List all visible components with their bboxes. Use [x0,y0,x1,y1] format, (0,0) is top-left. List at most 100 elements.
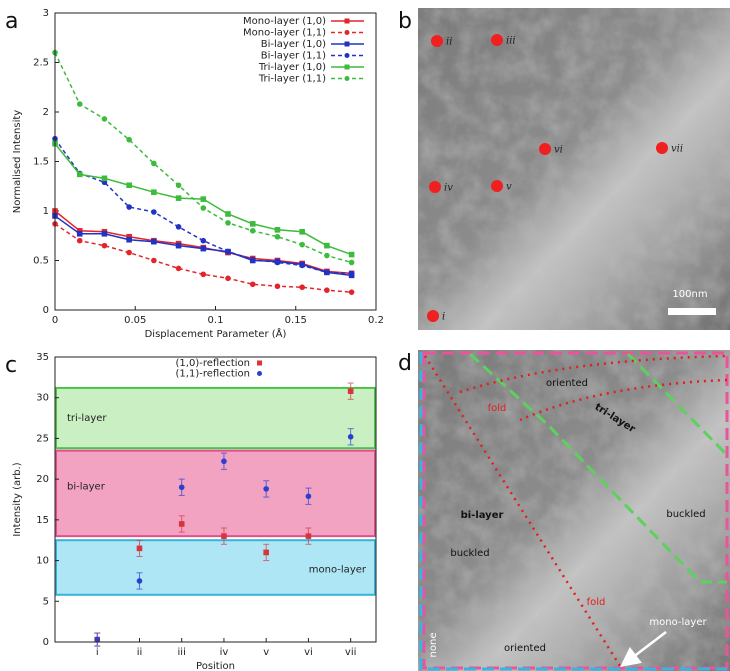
legend-label: Tri-layer (1,1) [258,74,326,85]
marker [201,246,207,252]
band-label: mono-layer [309,564,367,575]
y-tick-label: 10 [36,556,49,567]
marker [102,231,108,237]
x-tick-label: iii [178,647,186,658]
y-axis-title: Normalised Intensity [12,110,23,213]
position-dot [431,35,443,47]
position-label: vii [671,144,683,155]
panel-b [418,8,730,330]
region-label: bi-layer [461,510,504,521]
marker [263,550,269,556]
x-tick-label: 0.1 [208,315,224,326]
marker [349,271,355,277]
position-label: ii [446,37,452,48]
legend-label: Mono-layer (1,1) [243,28,326,39]
legend-label: Bi-layer (1,1) [261,51,326,62]
x-tick-label: 0.2 [368,315,384,326]
region-label: oriented [504,643,546,654]
y-tick-label: 2 [43,107,49,118]
legend-swatch [345,65,350,70]
marker [151,258,157,264]
position-label: vi [554,145,563,156]
y-tick-label: 0 [43,305,49,316]
x-tick-label: iv [220,647,229,658]
marker [201,272,207,278]
marker [348,434,354,440]
marker [324,270,330,276]
marker [299,229,305,235]
marker [299,263,305,269]
position-label: iii [506,36,516,47]
position-dot [491,34,503,46]
marker [77,172,83,178]
legend-swatch [345,42,350,47]
marker [176,182,182,188]
marker [137,546,143,552]
legend-swatch [257,361,262,366]
y-tick-label: 1.5 [33,157,49,168]
x-tick-label: i [96,647,99,658]
marker [324,243,330,249]
y-tick-label: 20 [36,474,49,485]
marker [201,196,207,202]
marker [151,209,157,215]
band-label: tri-layer [67,413,107,424]
marker [324,253,330,259]
marker [349,289,355,295]
marker [201,238,207,244]
scale-bar [668,308,716,315]
y-tick-label: 5 [43,596,49,607]
marker [126,250,132,256]
marker [201,205,207,211]
position-dot [491,180,503,192]
legend-swatch [345,76,350,81]
panel-label: c [5,353,17,378]
y-tick-label: 0.5 [33,256,49,267]
marker [225,276,231,282]
y-tick-label: 25 [36,433,49,444]
position-dot [656,142,668,154]
marker [126,204,132,210]
y-tick-label: 3 [43,8,49,19]
region-label: mono-layer [649,617,707,628]
marker [176,243,182,249]
micrograph-texture [418,8,730,330]
y-tick-label: 0 [43,637,49,648]
region-label: fold [488,403,507,414]
marker [299,284,305,290]
marker [126,137,132,143]
marker [151,161,157,167]
legend-swatch [345,53,350,58]
marker [225,220,231,226]
marker [179,484,185,490]
position-label: v [506,182,512,193]
marker [77,231,83,237]
position-label: iv [444,183,453,194]
y-tick-label: 2.5 [33,58,49,69]
legend-label: (1,0)-reflection [176,358,250,369]
legend-label: Bi-layer (1,0) [261,39,326,50]
x-tick-label: 0 [52,315,58,326]
marker [102,176,108,182]
region-label: buckled [666,509,705,520]
marker [324,287,330,293]
legend-swatch [345,19,350,24]
marker [151,189,157,195]
marker [349,252,355,258]
band-label: bi-layer [67,482,106,493]
panel-label: b [398,9,412,34]
y-tick-label: 35 [36,352,49,363]
marker [250,257,256,263]
marker [275,227,281,233]
legend-swatch [257,371,262,376]
marker [225,249,231,255]
marker [102,116,108,122]
x-tick-label: vii [345,647,356,658]
x-axis-title: Displacement Parameter (Å) [145,327,287,340]
position-dot [539,143,551,155]
y-tick-label: 1 [43,206,49,217]
marker [126,182,132,188]
marker [151,239,157,245]
legend-label: Mono-layer (1,0) [243,16,326,27]
figure: 00.050.10.150.200.511.522.53Mono-layer (… [0,0,730,671]
